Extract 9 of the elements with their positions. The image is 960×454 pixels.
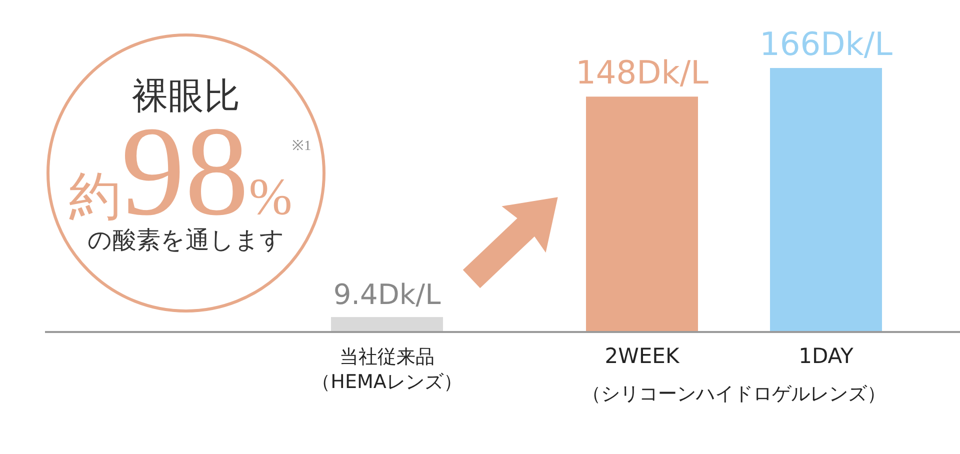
data-label: 166Dk/L bbox=[760, 25, 893, 63]
x-tick-label: 2WEEK bbox=[604, 344, 680, 368]
annotation: の酸素を通します bbox=[88, 228, 284, 254]
data-label: 9.4Dk/L bbox=[333, 278, 442, 312]
x-tick-label: 当社従来品（HEMAレンズ） bbox=[312, 346, 462, 393]
x-tick-label: 1DAY bbox=[798, 344, 854, 368]
data-label: 148Dk/L bbox=[576, 54, 709, 92]
text: 裸眼比 bbox=[132, 76, 240, 116]
text: （シリコーンハイドロゲルレンズ） bbox=[582, 383, 886, 405]
